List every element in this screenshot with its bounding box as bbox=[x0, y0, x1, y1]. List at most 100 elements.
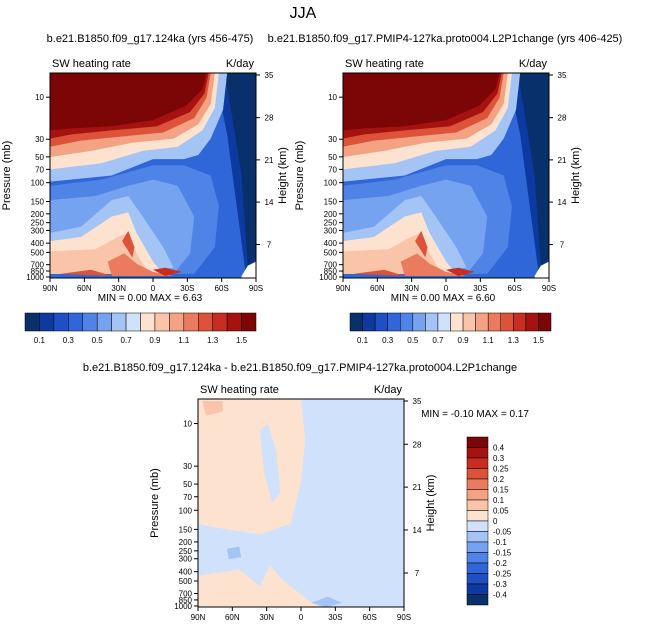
x-tick-label: 60S bbox=[215, 284, 229, 293]
colorbar-swatch bbox=[450, 312, 464, 332]
band-diff-pos-surface bbox=[198, 565, 322, 607]
colorbar-swatch bbox=[525, 312, 539, 332]
colorbar-swatch bbox=[466, 468, 489, 480]
y-tick-label: 150 bbox=[179, 525, 193, 534]
y-tick-label: 10 bbox=[328, 93, 337, 102]
y-tick-label: 10 bbox=[35, 93, 44, 102]
topography-mask bbox=[534, 261, 549, 278]
colorbar-swatch bbox=[466, 457, 489, 469]
panel-difference: b.e21.B1850.f09_g17.124ka - b.e21.B1850.… bbox=[83, 362, 529, 622]
colorbar-label: 1.5 bbox=[236, 336, 248, 345]
y-tick-label: 200 bbox=[324, 210, 338, 219]
variable-label: SW heating rate bbox=[52, 58, 131, 70]
x-tick-label: 30S bbox=[180, 284, 194, 293]
band-surface-north bbox=[60, 269, 112, 276]
y-right-tick-label: 35 bbox=[413, 397, 422, 406]
x-tick-label: 60S bbox=[363, 613, 377, 622]
y-tick-label: 150 bbox=[31, 198, 45, 207]
y-tick-label: 100 bbox=[179, 506, 193, 515]
colorbar-label: 0.3 bbox=[382, 336, 394, 345]
topography-mask bbox=[241, 261, 256, 278]
y-tick-label: 500 bbox=[324, 248, 338, 257]
colorbar-swatch bbox=[349, 312, 363, 332]
y-tick-label: 70 bbox=[35, 165, 44, 174]
y-right-axis-title: Height (km) bbox=[425, 475, 437, 532]
x-tick-label: 30N bbox=[259, 613, 274, 622]
y-tick-label: 150 bbox=[324, 198, 338, 207]
y-right-tick-label: 21 bbox=[558, 156, 567, 165]
y-right-tick-label: 14 bbox=[413, 526, 422, 535]
y-tick-label: 850 bbox=[324, 267, 338, 276]
page-title: JJA bbox=[290, 5, 317, 22]
x-tick-label: 90N bbox=[191, 613, 206, 622]
colorbar-swatch bbox=[53, 312, 69, 332]
band-warm-mid bbox=[107, 253, 174, 276]
y-axis-title: Pressure (mb) bbox=[1, 141, 13, 211]
colorbar-swatch bbox=[24, 312, 40, 332]
band-strat-max bbox=[50, 73, 207, 131]
colorbar-label: 0.1 bbox=[493, 496, 505, 505]
colorbar-swatch bbox=[125, 312, 141, 332]
colorbar-swatch bbox=[400, 312, 414, 332]
colorbar-label: 0.5 bbox=[407, 336, 419, 345]
colorbar-swatch bbox=[82, 312, 98, 332]
band-southern-polar bbox=[225, 73, 256, 266]
colorbar-swatch bbox=[241, 312, 257, 332]
colorbar-label: 0.2 bbox=[493, 475, 505, 484]
y-tick-label: 500 bbox=[31, 248, 45, 257]
x-tick-label: 90N bbox=[336, 284, 351, 293]
band-surface-north bbox=[353, 269, 405, 276]
x-tick-label: 0 bbox=[299, 613, 304, 622]
colorbar-swatch bbox=[466, 531, 489, 543]
x-tick-label: 0 bbox=[151, 284, 156, 293]
y-tick-label: 200 bbox=[31, 210, 45, 219]
x-tick-label: 60N bbox=[225, 613, 240, 622]
y-tick-label: 100 bbox=[324, 179, 338, 188]
x-tick-label: 90S bbox=[249, 284, 263, 293]
units-label: K/day bbox=[519, 58, 548, 70]
band-diff-pos-polar bbox=[202, 401, 223, 416]
colorbar-label: 0.3 bbox=[63, 336, 75, 345]
band-warm-mid bbox=[400, 253, 467, 276]
colorbar-swatch bbox=[96, 312, 112, 332]
colorbar-label: 0.25 bbox=[493, 465, 509, 474]
y-tick-label: 250 bbox=[31, 219, 45, 228]
colorbar-swatch bbox=[466, 478, 489, 490]
y-tick-label: 250 bbox=[179, 547, 193, 556]
x-tick-label: 60S bbox=[508, 284, 522, 293]
y-right-tick-label: 7 bbox=[415, 569, 420, 578]
colorbar-swatch bbox=[466, 594, 489, 606]
y-right-tick-label: 28 bbox=[265, 114, 274, 123]
colorbar-swatch bbox=[500, 312, 514, 332]
colorbar-label: -0.3 bbox=[493, 580, 507, 589]
colorbar-label: 0.5 bbox=[92, 336, 104, 345]
band-strat-max bbox=[343, 73, 500, 131]
band-surface-max bbox=[446, 267, 475, 276]
x-tick-label: 90S bbox=[542, 284, 556, 293]
x-tick-label: 30N bbox=[111, 284, 126, 293]
colorbar-label: 1.1 bbox=[178, 336, 190, 345]
x-tick-label: 60N bbox=[370, 284, 385, 293]
colorbar-label: -0.1 bbox=[493, 538, 507, 547]
variable-label: SW heating rate bbox=[345, 58, 424, 70]
y-tick-label: 50 bbox=[35, 153, 44, 162]
colorbar-swatch bbox=[466, 510, 489, 522]
x-tick-label: 90S bbox=[397, 613, 411, 622]
y-tick-label: 1000 bbox=[26, 273, 44, 282]
colorbar-swatch bbox=[513, 312, 527, 332]
band-surface-max bbox=[153, 267, 182, 276]
colorbar-label: -0.2 bbox=[493, 559, 507, 568]
units-label: K/day bbox=[226, 58, 255, 70]
y-tick-label: 300 bbox=[179, 555, 193, 564]
colorbar-swatch bbox=[140, 312, 156, 332]
y-tick-label: 850 bbox=[179, 596, 193, 605]
y-tick-label: 250 bbox=[324, 219, 338, 228]
colorbar-swatch bbox=[39, 312, 55, 332]
y-tick-label: 1000 bbox=[174, 602, 192, 611]
colorbar-swatch bbox=[462, 312, 476, 332]
colorbar-label: 0.4 bbox=[493, 444, 505, 453]
x-tick-label: 30N bbox=[404, 284, 419, 293]
colorbar-swatch bbox=[466, 520, 489, 532]
y-right-axis-title: Height (km) bbox=[570, 147, 582, 204]
